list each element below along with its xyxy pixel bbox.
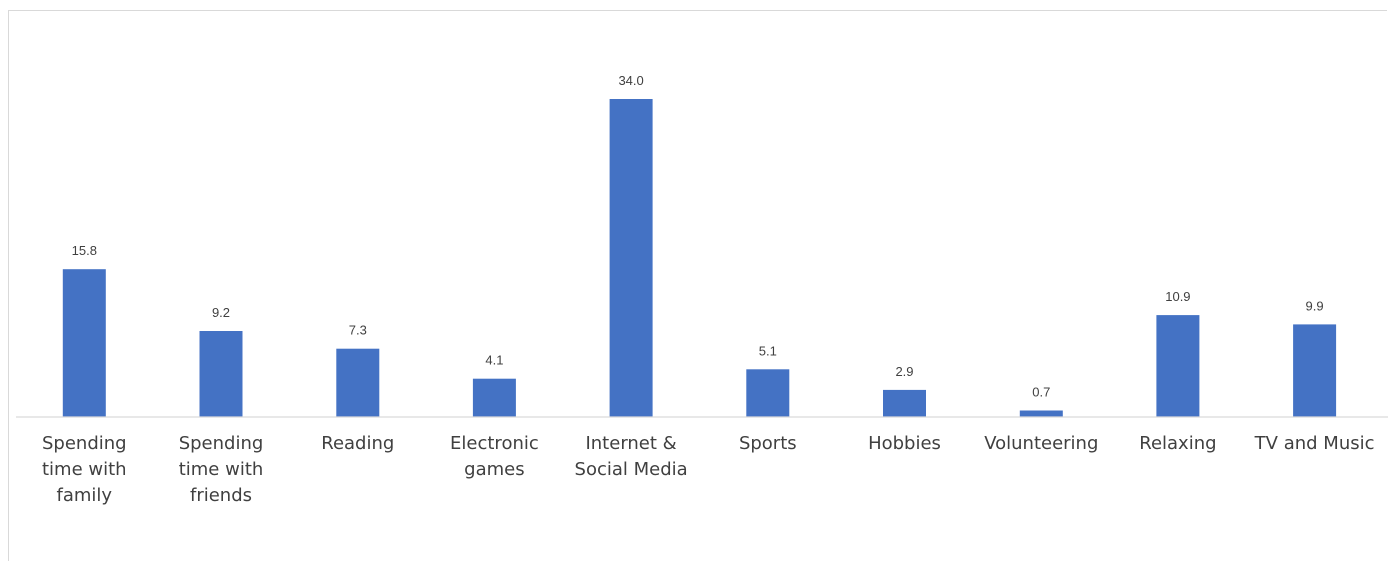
category-label-line: Spending [42, 433, 127, 454]
value-label-6: 5.1 [759, 343, 777, 358]
category-label-6: Sports [739, 433, 797, 454]
bar-4 [472, 378, 516, 417]
category-label-2: Spending time with friends [179, 433, 264, 506]
bar-8 [1019, 410, 1063, 417]
category-label-line: Reading [321, 433, 394, 454]
category-label-line: TV and Music [1254, 433, 1375, 454]
category-label-line: time with [42, 459, 127, 480]
category-label-8: Volunteering [984, 433, 1098, 454]
chart-area [8, 10, 1387, 561]
bar-1 [62, 269, 106, 417]
category-label-line: Sports [739, 433, 797, 454]
category-label-line: Relaxing [1139, 433, 1216, 454]
category-label-4: Electronic games [450, 433, 539, 480]
category-label-line: Spending [179, 433, 264, 454]
bar-10 [1293, 324, 1337, 417]
value-label-5: 34.0 [618, 73, 643, 88]
value-label-3: 7.3 [349, 323, 367, 338]
category-label-10: TV and Music [1254, 433, 1375, 454]
value-label-10: 9.9 [1306, 298, 1324, 313]
value-label-1: 15.8 [72, 243, 97, 258]
category-label-line: games [464, 459, 524, 480]
bar-6 [746, 369, 790, 417]
bar-3 [336, 348, 380, 417]
value-label-2: 9.2 [212, 305, 230, 320]
bar-5 [609, 99, 653, 417]
category-label-line: Electronic [450, 433, 539, 454]
category-label-line: Social Media [575, 459, 688, 480]
bars-layer [62, 99, 1337, 417]
value-label-7: 2.9 [895, 364, 913, 379]
bar-2 [199, 331, 243, 417]
category-labels-layer: Spending time with family Spending time with… [42, 433, 1375, 506]
value-label-4: 4.1 [485, 353, 503, 368]
value-label-8: 0.7 [1032, 385, 1050, 400]
category-label-line: Hobbies [868, 433, 941, 454]
category-label-line: time with [179, 459, 264, 480]
category-label-line: family [57, 485, 113, 506]
category-label-line: Internet & [585, 433, 676, 454]
value-labels-layer: 15.8 9.2 7.3 4.1 34.0 5.1 2.9 0.7 10.9 9.9 [72, 73, 1324, 400]
value-label-9: 10.9 [1165, 289, 1190, 304]
category-label-line: Volunteering [984, 433, 1098, 454]
bar-9 [1156, 315, 1200, 417]
category-label-line: friends [190, 485, 252, 506]
bar-7 [883, 389, 926, 417]
category-label-3: Reading [321, 433, 394, 454]
category-label-5: Internet & Social Media [575, 433, 688, 480]
category-label-1: Spending time with family [42, 433, 127, 506]
category-label-9: Relaxing [1139, 433, 1216, 454]
category-label-7: Hobbies [868, 433, 941, 454]
